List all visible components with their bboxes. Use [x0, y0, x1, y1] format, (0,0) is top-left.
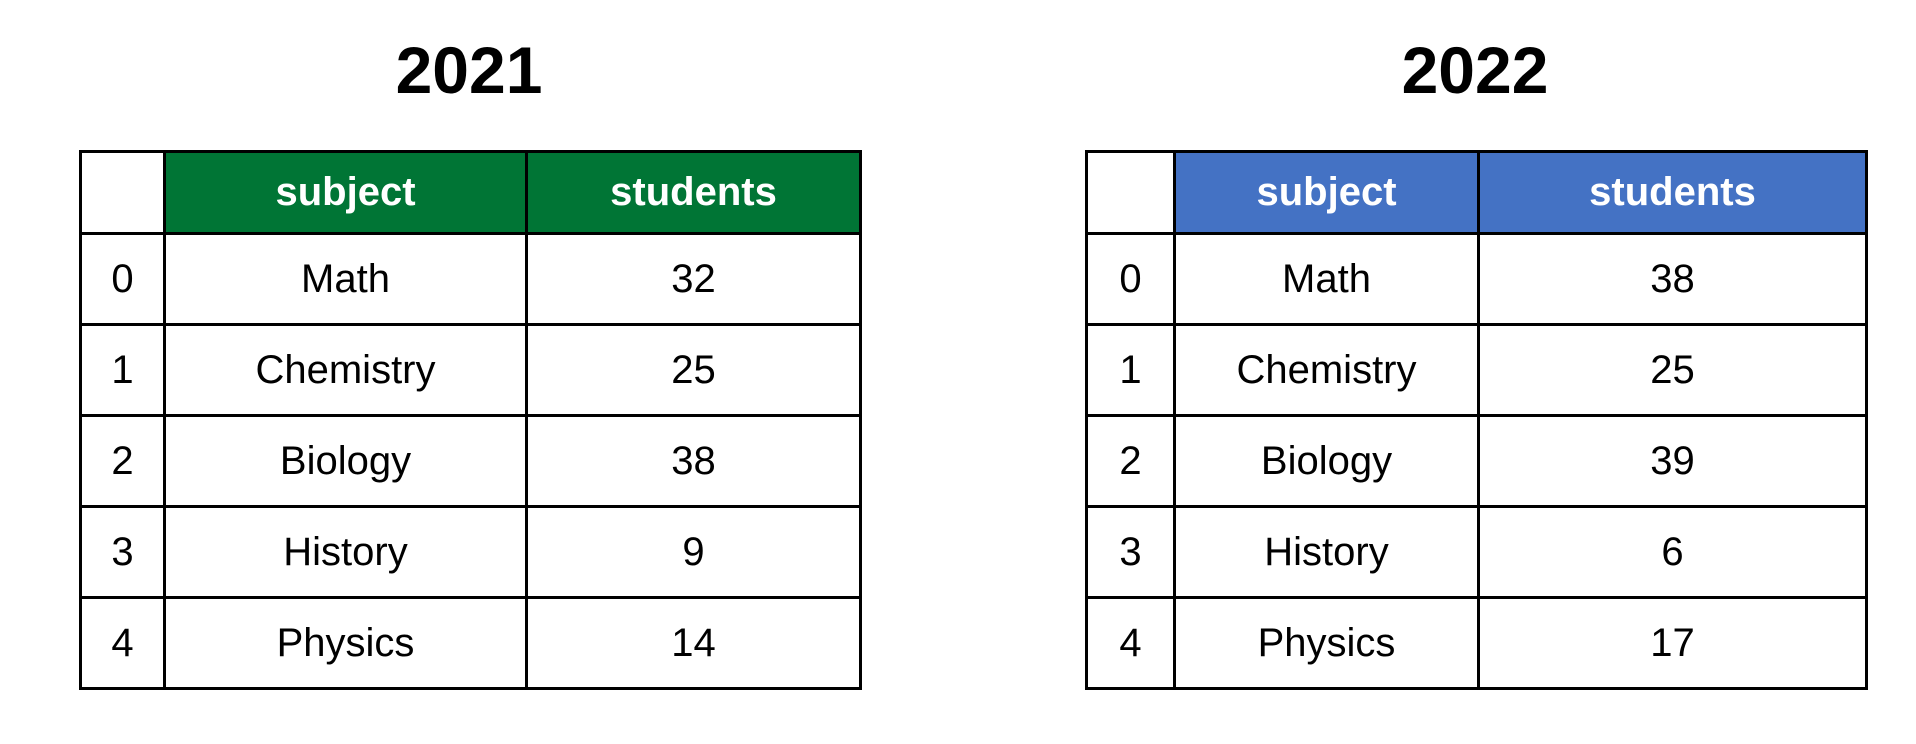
students-cell: 38	[525, 414, 862, 508]
row-index-cell: 1	[79, 323, 166, 417]
students-cell: 25	[1477, 323, 1868, 417]
subject-cell: Physics	[1173, 596, 1480, 690]
row-index-cell: 2	[1085, 414, 1176, 508]
table-row: 0 Math 32	[79, 232, 862, 326]
row-index-cell: 0	[1085, 232, 1176, 326]
subject-column-header: subject	[1173, 150, 1480, 235]
row-index-cell: 4	[1085, 596, 1176, 690]
subject-cell: History	[1173, 505, 1480, 599]
row-index-cell: 3	[79, 505, 166, 599]
students-cell: 39	[1477, 414, 1868, 508]
table-row: 4 Physics 17	[1085, 596, 1868, 690]
data-table: subject students 0 Math 38 1 Chemistry 2…	[1085, 150, 1868, 690]
table-row: 2 Biology 39	[1085, 414, 1868, 508]
subject-cell: Chemistry	[1173, 323, 1480, 417]
data-table: subject students 0 Math 32 1 Chemistry 2…	[79, 150, 862, 690]
row-index-cell: 3	[1085, 505, 1176, 599]
header-row: subject students	[79, 150, 862, 235]
subject-cell: History	[163, 505, 528, 599]
subject-cell: Biology	[1173, 414, 1480, 508]
table-title: 2022	[1401, 33, 1549, 107]
table-row: 1 Chemistry 25	[1085, 323, 1868, 417]
students-cell: 38	[1477, 232, 1868, 326]
students-cell: 25	[525, 323, 862, 417]
subject-cell: Chemistry	[163, 323, 528, 417]
index-column-header	[1085, 150, 1176, 235]
students-cell: 9	[525, 505, 862, 599]
table-row: 1 Chemistry 25	[79, 323, 862, 417]
subject-cell: Physics	[163, 596, 528, 690]
subject-cell: Math	[1173, 232, 1480, 326]
table-row: 2 Biology 38	[79, 414, 862, 508]
table-row: 3 History 9	[79, 505, 862, 599]
table-title: 2021	[395, 33, 543, 107]
subject-cell: Biology	[163, 414, 528, 508]
subject-cell: Math	[163, 232, 528, 326]
header-row: subject students	[1085, 150, 1868, 235]
students-column-header: students	[525, 150, 862, 235]
row-index-cell: 2	[79, 414, 166, 508]
table-row: 3 History 6	[1085, 505, 1868, 599]
students-column-header: students	[1477, 150, 1868, 235]
students-cell: 14	[525, 596, 862, 690]
index-column-header	[79, 150, 166, 235]
students-cell: 32	[525, 232, 862, 326]
subject-column-header: subject	[163, 150, 528, 235]
students-cell: 17	[1477, 596, 1868, 690]
row-index-cell: 1	[1085, 323, 1176, 417]
row-index-cell: 4	[79, 596, 166, 690]
table-row: 0 Math 38	[1085, 232, 1868, 326]
table-row: 4 Physics 14	[79, 596, 862, 690]
row-index-cell: 0	[79, 232, 166, 326]
students-cell: 6	[1477, 505, 1868, 599]
